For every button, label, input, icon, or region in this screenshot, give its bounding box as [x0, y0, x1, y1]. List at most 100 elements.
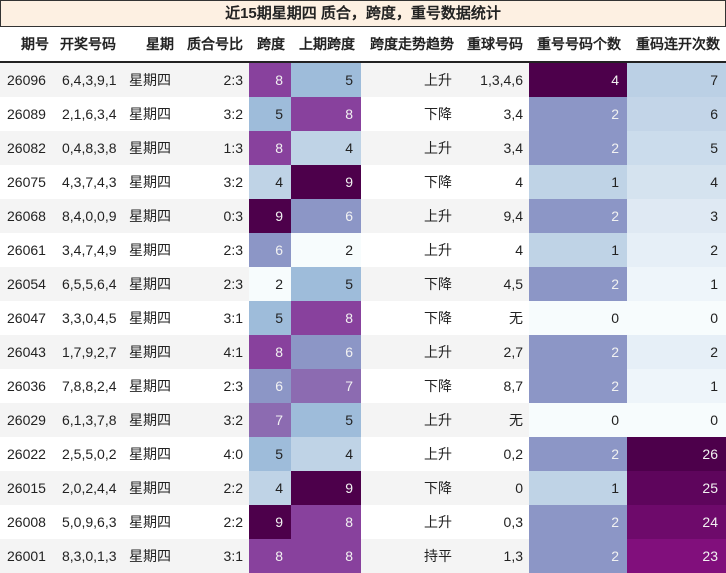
repeat-count-cell: 2: [529, 199, 627, 233]
numbers-cell: 8,3,0,1,3: [55, 539, 122, 573]
span-cell: 8: [249, 539, 291, 573]
repeat-balls-cell: 1,3,4,6: [460, 62, 529, 97]
repeat-balls-cell: 2,7: [460, 335, 529, 369]
ratio-cell: 4:0: [180, 437, 249, 471]
weekday-cell: 星期四: [122, 437, 180, 471]
table-row: 26001 8,3,0,1,3 星期四 3:1 8 8 持平 1,3 2 23: [0, 539, 726, 573]
repeat-count-cell: 1: [529, 165, 627, 199]
repeat-balls-cell: 0,2: [460, 437, 529, 471]
ratio-cell: 3:1: [180, 539, 249, 573]
numbers-cell: 8,4,0,0,9: [55, 199, 122, 233]
span-cell: 5: [249, 301, 291, 335]
prev-span-cell: 4: [291, 131, 361, 165]
span-cell: 6: [249, 233, 291, 267]
issue-cell: 26068: [0, 199, 55, 233]
issue-cell: 26029: [0, 403, 55, 437]
repeat-streak-cell: 7: [627, 62, 726, 97]
repeat-streak-cell: 26: [627, 437, 726, 471]
col-header-weekday[interactable]: 星期: [122, 27, 180, 63]
table-row: 26029 6,1,3,7,8 星期四 3:2 7 5 上升 无 0 0: [0, 403, 726, 437]
repeat-balls-cell: 1,3: [460, 539, 529, 573]
span-cell: 8: [249, 62, 291, 97]
weekday-cell: 星期四: [122, 199, 180, 233]
trend-cell: 下降: [361, 301, 460, 335]
col-header-repeat-streak[interactable]: 重码连开次数: [627, 27, 726, 63]
ratio-cell: 3:2: [180, 403, 249, 437]
repeat-count-cell: 2: [529, 437, 627, 471]
weekday-cell: 星期四: [122, 233, 180, 267]
prev-span-cell: 5: [291, 403, 361, 437]
prev-span-cell: 6: [291, 199, 361, 233]
table-row: 26096 6,4,3,9,1 星期四 2:3 8 5 上升 1,3,4,6 4…: [0, 62, 726, 97]
repeat-balls-cell: 无: [460, 403, 529, 437]
repeat-count-cell: 2: [529, 267, 627, 301]
issue-cell: 26008: [0, 505, 55, 539]
ratio-cell: 3:2: [180, 97, 249, 131]
repeat-balls-cell: 0: [460, 471, 529, 505]
span-cell: 2: [249, 267, 291, 301]
numbers-cell: 1,7,9,2,7: [55, 335, 122, 369]
span-cell: 8: [249, 131, 291, 165]
weekday-cell: 星期四: [122, 97, 180, 131]
trend-cell: 上升: [361, 233, 460, 267]
repeat-count-cell: 2: [529, 97, 627, 131]
ratio-cell: 2:3: [180, 233, 249, 267]
issue-cell: 26082: [0, 131, 55, 165]
repeat-count-cell: 0: [529, 301, 627, 335]
numbers-cell: 2,0,2,4,4: [55, 471, 122, 505]
span-cell: 5: [249, 437, 291, 471]
repeat-count-cell: 0: [529, 403, 627, 437]
prev-span-cell: 5: [291, 267, 361, 301]
span-cell: 6: [249, 369, 291, 403]
col-header-issue[interactable]: 期号: [0, 27, 55, 63]
ratio-cell: 2:2: [180, 505, 249, 539]
prev-span-cell: 4: [291, 437, 361, 471]
table-row: 26082 0,4,8,3,8 星期四 1:3 8 4 上升 3,4 2 5: [0, 131, 726, 165]
ratio-cell: 2:3: [180, 267, 249, 301]
weekday-cell: 星期四: [122, 165, 180, 199]
col-header-numbers[interactable]: 开奖号码: [55, 27, 122, 63]
issue-cell: 26089: [0, 97, 55, 131]
col-header-repeat-balls[interactable]: 重球号码: [460, 27, 529, 63]
stats-table: 期号 开奖号码 星期 质合号比 跨度 上期跨度 跨度走势趋势 重球号码 重号号码…: [0, 27, 726, 573]
ratio-cell: 3:2: [180, 165, 249, 199]
numbers-cell: 6,5,5,6,4: [55, 267, 122, 301]
span-cell: 8: [249, 335, 291, 369]
prev-span-cell: 5: [291, 62, 361, 97]
issue-cell: 26061: [0, 233, 55, 267]
repeat-balls-cell: 4: [460, 165, 529, 199]
repeat-count-cell: 2: [529, 539, 627, 573]
col-header-prev-span[interactable]: 上期跨度: [291, 27, 361, 63]
issue-cell: 26015: [0, 471, 55, 505]
col-header-span[interactable]: 跨度: [249, 27, 291, 63]
span-cell: 7: [249, 403, 291, 437]
trend-cell: 上升: [361, 335, 460, 369]
col-header-repeat-count[interactable]: 重号号码个数: [529, 27, 627, 63]
table-row: 26015 2,0,2,4,4 星期四 2:2 4 9 下降 0 1 25: [0, 471, 726, 505]
numbers-cell: 4,3,7,4,3: [55, 165, 122, 199]
weekday-cell: 星期四: [122, 335, 180, 369]
table-title: 近15期星期四 质合，跨度，重号数据统计: [0, 0, 726, 27]
issue-cell: 26096: [0, 62, 55, 97]
issue-cell: 26054: [0, 267, 55, 301]
col-header-ratio[interactable]: 质合号比: [180, 27, 249, 63]
trend-cell: 上升: [361, 131, 460, 165]
issue-cell: 26047: [0, 301, 55, 335]
table-row: 26089 2,1,6,3,4 星期四 3:2 5 8 下降 3,4 2 6: [0, 97, 726, 131]
prev-span-cell: 9: [291, 471, 361, 505]
numbers-cell: 3,4,7,4,9: [55, 233, 122, 267]
col-header-trend[interactable]: 跨度走势趋势: [361, 27, 460, 63]
repeat-count-cell: 2: [529, 131, 627, 165]
issue-cell: 26075: [0, 165, 55, 199]
table-row: 26043 1,7,9,2,7 星期四 4:1 8 6 上升 2,7 2 2: [0, 335, 726, 369]
prev-span-cell: 6: [291, 335, 361, 369]
trend-cell: 下降: [361, 165, 460, 199]
repeat-balls-cell: 4,5: [460, 267, 529, 301]
repeat-count-cell: 1: [529, 233, 627, 267]
repeat-streak-cell: 2: [627, 233, 726, 267]
weekday-cell: 星期四: [122, 267, 180, 301]
ratio-cell: 3:1: [180, 301, 249, 335]
table-row: 26054 6,5,5,6,4 星期四 2:3 2 5 下降 4,5 2 1: [0, 267, 726, 301]
ratio-cell: 2:2: [180, 471, 249, 505]
prev-span-cell: 8: [291, 505, 361, 539]
